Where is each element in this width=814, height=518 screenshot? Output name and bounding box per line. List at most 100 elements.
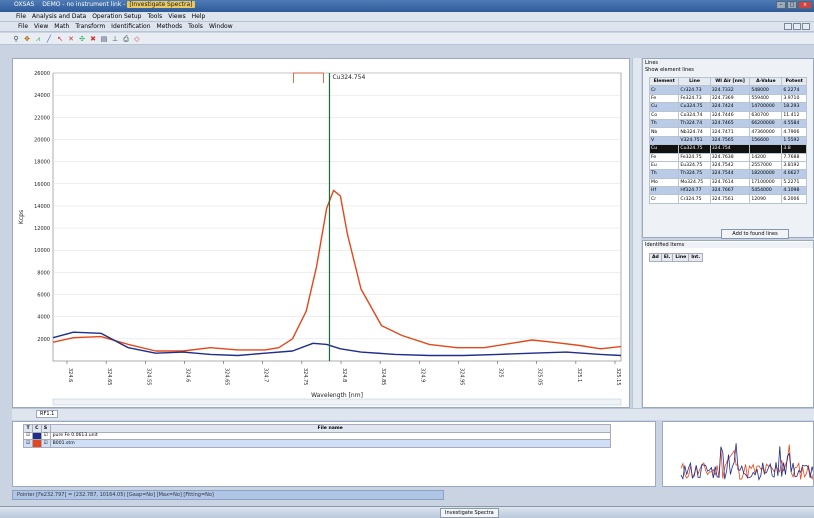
cursor-icon[interactable]: ↖	[57, 34, 63, 43]
maximize-icon[interactable]: □	[787, 1, 797, 9]
child-menu: File View Math Transform Identification …	[0, 22, 814, 32]
child-menu-transform[interactable]: Transform	[75, 23, 106, 30]
lines-cell: 4.5584	[781, 118, 807, 129]
taskbar-item[interactable]: Investigate Spectra	[440, 508, 499, 518]
add-to-found-lines-button[interactable]: Add to found lines	[721, 229, 789, 239]
overview-pane[interactable]	[662, 421, 814, 487]
vertical-scrollbar[interactable]	[632, 58, 641, 408]
child-menu-math[interactable]: Math	[54, 23, 70, 30]
y-tick-label: 16000	[34, 182, 50, 188]
child-menu-identification[interactable]: Identification	[111, 23, 151, 30]
lines-cell: 66200000	[749, 118, 783, 129]
col-potent[interactable]: Potent	[781, 76, 807, 87]
color-swatch	[32, 431, 42, 440]
x-tick-label: 324.6	[184, 368, 190, 382]
checkbox[interactable]: ☑	[22, 439, 34, 448]
marker-icon[interactable]: ✕	[68, 34, 74, 43]
col-t[interactable]: T	[22, 424, 34, 433]
mdi-close-icon[interactable]	[802, 23, 810, 30]
lines-cell: 4.7906	[781, 127, 807, 137]
tab-rf1[interactable]: RF1.1	[36, 410, 59, 418]
menu-file[interactable]: File	[16, 13, 27, 20]
spectrum-plot-pane[interactable]: 26000 24000 22000 20000 18000 16000 14000 12000…	[12, 58, 630, 408]
zoom-icon[interactable]: ⚲	[13, 34, 19, 43]
lines-row[interactable]: Fe Fe324.73 324.7369 559400 3.9710	[648, 93, 807, 104]
lines-row[interactable]: V V324.751 324.7565 156600 1.5592	[648, 135, 807, 146]
menu-operation[interactable]: Operation Setup	[92, 13, 142, 20]
col-element[interactable]: Element	[648, 76, 680, 87]
checkbox[interactable]: ☑	[40, 439, 51, 448]
x-tick-label: 324.65	[106, 368, 112, 386]
col-int[interactable]: Int.	[688, 253, 704, 262]
lines-row[interactable]: Th Th324.74 324.7465 66200000 4.5584	[648, 118, 807, 129]
lines-row[interactable]: Mo Mo324.75 324.7614 17100000 5.2271	[648, 177, 807, 188]
lines-panel-title: Lines	[645, 60, 659, 66]
lines-cell: Nb	[648, 127, 680, 137]
col-avalue[interactable]: A-Value	[749, 76, 783, 87]
lines-cell: Mo	[648, 177, 680, 188]
lines-row[interactable]: Nb Nb324.74 324.7471 47360000 4.7906	[648, 127, 807, 137]
col-s[interactable]: S	[40, 424, 51, 433]
lines-row[interactable]: Th Th324.75 324.7544 18200000 4.6627	[648, 169, 807, 179]
child-menu-window[interactable]: Window	[208, 23, 233, 30]
child-menu-view[interactable]: View	[34, 23, 49, 30]
col-line[interactable]: Line	[678, 76, 711, 87]
peak-icon[interactable]: ⩘	[36, 34, 40, 43]
close-icon[interactable]: ×	[798, 1, 812, 9]
lines-row[interactable]: Fe Fe324.75 324.7638 14200 7.7688	[648, 152, 807, 162]
lines-cell: 11.412	[781, 110, 807, 120]
col-wl[interactable]: WI Air [nm]	[709, 76, 751, 87]
line-icon[interactable]: ╱	[46, 34, 52, 43]
lines-row[interactable]: Hf Hf324.77 324.7667 5454000 4.1098	[648, 186, 807, 196]
child-menu-file[interactable]: File	[18, 23, 29, 30]
lines-cell: 324.7614	[709, 177, 751, 188]
menu-help[interactable]: Help	[191, 13, 206, 20]
lines-row[interactable]: Cu Cu324.75 324.7424 14700000 18.293	[648, 102, 807, 112]
identified-items-table[interactable]: Ad El. Line Int.	[649, 253, 704, 262]
col-el[interactable]: El.	[660, 253, 674, 262]
overlay-icon[interactable]: ✣	[79, 34, 85, 43]
spectrum-chart[interactable]: 26000 24000 22000 20000 18000 16000 14000 12000…	[13, 59, 629, 407]
table-row[interactable]: ☑ ☑ pure Fe 0.0613.unit	[22, 431, 611, 440]
settings-icon[interactable]: ⊥	[111, 34, 119, 43]
overview-spectrum[interactable]	[663, 422, 814, 486]
lines-row[interactable]: Co Co324.74 324.7446 630700 11.412	[648, 110, 807, 120]
col-ad[interactable]: Ad	[649, 253, 662, 262]
mdi-minimize-icon[interactable]	[784, 23, 792, 30]
lines-cell: 14700000	[749, 102, 783, 112]
child-menu-methods[interactable]: Methods	[156, 23, 183, 30]
export-icon[interactable]: ⎙	[123, 34, 129, 43]
col-c[interactable]: C	[32, 424, 42, 433]
child-menu-tools[interactable]: Tools	[188, 23, 203, 30]
delete-icon[interactable]: ✖	[90, 34, 96, 43]
info-icon[interactable]: ◇	[134, 34, 140, 43]
checkbox[interactable]: ☑	[40, 431, 51, 440]
lines-row[interactable]: Cr Cr324.73 324.7332 548000 6.2274	[648, 85, 807, 95]
lines-row[interactable]: Eu Eu324.75 324.7542 2557000 3.8192	[648, 160, 807, 171]
print-icon[interactable]: ▤	[100, 34, 108, 43]
lines-cell: 324.7471	[709, 127, 751, 137]
menu-analysis[interactable]: Analysis and Data	[32, 13, 87, 20]
menu-views[interactable]: Views	[168, 13, 186, 20]
pan-icon[interactable]: ✥	[24, 34, 30, 43]
identified-items-title: Identified Items	[645, 242, 813, 248]
lines-cell: 17100000	[749, 177, 783, 188]
file-table[interactable]: T C S File name ☑ ☑ pure Fe 0.0613.unit …	[22, 424, 611, 448]
lines-row[interactable]: Cu Cu324.75 324.754 3.8	[648, 144, 807, 154]
show-element-lines-label[interactable]: Show element lines	[645, 67, 694, 73]
lines-table[interactable]: Element Line WI Air [nm] A-Value Potent …	[648, 76, 807, 204]
horizontal-scrollbar	[52, 398, 622, 406]
x-tick-label: 324.55	[145, 368, 151, 386]
col-line-id[interactable]: Line	[672, 253, 690, 262]
col-file-name[interactable]: File name	[49, 424, 611, 433]
lines-cell: 12090	[749, 194, 783, 204]
lines-cell: 324.7561	[709, 194, 751, 204]
menu-tools[interactable]: Tools	[147, 13, 163, 20]
x-tick-label: 324.65	[224, 368, 230, 386]
table-row[interactable]: ☑ ☑ B001.stm	[22, 439, 611, 448]
lines-row[interactable]: Cr Cr324.75 324.7561 12090 6.2006	[648, 194, 807, 204]
checkbox[interactable]: ☑	[22, 431, 34, 440]
mdi-restore-icon[interactable]	[793, 23, 801, 30]
y-axis-label: Kcps	[18, 210, 25, 224]
minimize-icon[interactable]: –	[776, 1, 786, 9]
